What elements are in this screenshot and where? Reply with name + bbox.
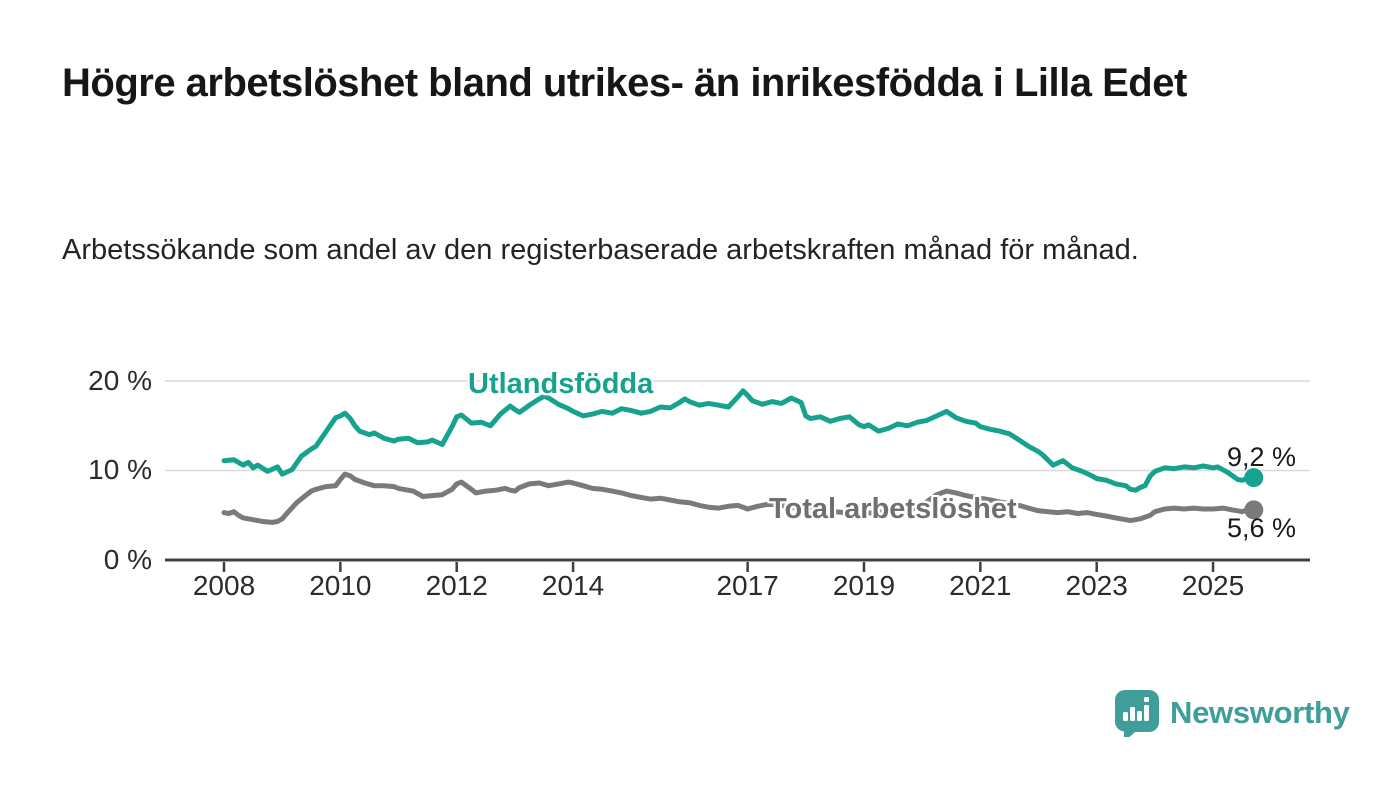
chart-subtitle: Arbetssökande som andel av den registerb… <box>62 234 1139 266</box>
series-line-utlandsfodda <box>221 388 1257 493</box>
series-end-dot-utlandsfodda <box>1244 468 1264 488</box>
x-axis-label-2025: 2025 <box>1181 570 1245 601</box>
end-value-label-utlandsfodda: 9,2 % <box>1227 442 1297 472</box>
y-axis-label-10: 10 % <box>88 454 152 485</box>
x-axis-label-2023: 2023 <box>1065 570 1128 601</box>
page-title: Högre arbetslöshet bland utrikes- än inr… <box>62 61 1187 105</box>
series-end-dot-total <box>1244 500 1264 520</box>
x-axis-label-2008: 2008 <box>192 570 256 601</box>
newsworthy-speech-bubble-chart-icon <box>1115 689 1159 737</box>
x-axis-label-2012: 2012 <box>425 570 488 601</box>
series-label-total-arbetsloshet: Total arbetslöshet <box>769 493 1017 525</box>
x-axis-label-2017: 2017 <box>716 570 779 601</box>
x-axis-label-2014: 2014 <box>541 570 605 601</box>
y-axis-label-0: 0 % <box>103 544 152 575</box>
x-axis-label-2019: 2019 <box>832 570 896 601</box>
x-axis-label-2021: 2021 <box>949 570 1012 601</box>
series-label-utlandsfodda: Utlandsfödda <box>468 368 654 400</box>
series-line-total <box>221 471 1257 525</box>
newsworthy-logo: Newsworthy <box>1113 687 1350 737</box>
y-axis-label-20: 20 % <box>88 365 152 396</box>
end-value-label-total: 5,6 % <box>1227 513 1297 543</box>
x-axis-label-2010: 2010 <box>309 570 372 601</box>
newsworthy-logo-text: Newsworthy <box>1170 694 1350 730</box>
